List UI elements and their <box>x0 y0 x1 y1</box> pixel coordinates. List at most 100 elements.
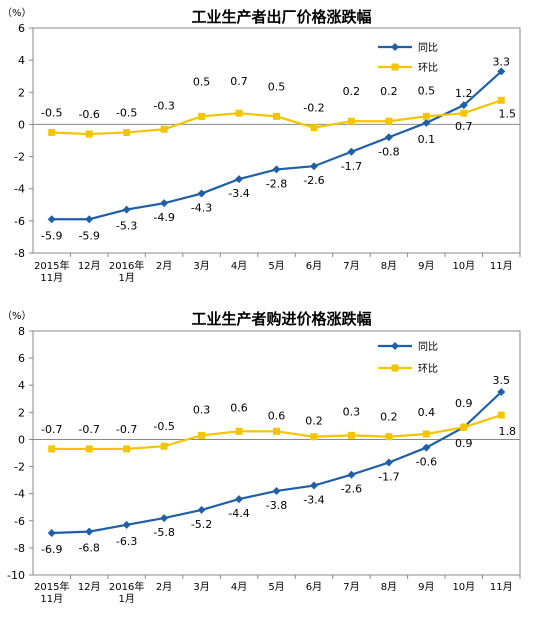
legend-label: 环比 <box>418 363 438 375</box>
data-point <box>459 101 468 110</box>
data-point <box>235 109 243 117</box>
data-label: 0.1 <box>418 133 436 146</box>
data-label: -0.2 <box>303 102 324 115</box>
data-label: -5.3 <box>116 220 137 233</box>
data-point <box>273 112 280 120</box>
x-tick-label: 9月 <box>418 581 434 593</box>
y-tick-label: 0 <box>18 118 25 131</box>
data-point <box>422 112 430 120</box>
y-tick-label: 4 <box>18 54 25 67</box>
data-point <box>310 124 318 132</box>
data-point <box>310 433 318 441</box>
x-tick-label: 2016年 <box>109 580 144 593</box>
y-tick-label: 2 <box>18 406 25 419</box>
data-label: 3.5 <box>493 374 511 387</box>
y-tick-label: -6 <box>14 515 25 528</box>
x-tick-label: 10月 <box>452 581 475 593</box>
legend-marker <box>391 342 399 350</box>
data-point <box>48 128 56 136</box>
data-label: -3.4 <box>303 494 324 507</box>
data-label: -0.7 <box>78 423 99 436</box>
x-tick-label: 2月 <box>156 260 172 272</box>
data-point <box>198 112 206 120</box>
data-label: 0.6 <box>268 409 286 422</box>
y-tick-label: -2 <box>14 151 25 164</box>
y-tick-label: -6 <box>14 215 25 228</box>
data-label: -0.6 <box>78 108 99 121</box>
data-point <box>47 528 56 537</box>
data-label: 0.2 <box>380 85 398 98</box>
y-tick-label: 6 <box>18 352 25 365</box>
data-point <box>85 527 94 536</box>
y-tick-label: 2 <box>18 86 25 99</box>
data-label: -6.3 <box>116 535 137 548</box>
x-tick-label: 5月 <box>268 260 284 272</box>
data-label: -3.8 <box>266 499 287 512</box>
data-label: -5.9 <box>78 229 99 242</box>
x-tick-label: 11月 <box>40 593 63 605</box>
x-tick-label: 11月 <box>490 260 513 272</box>
data-label: -5.9 <box>41 229 62 242</box>
x-tick-label: 5月 <box>268 581 284 593</box>
data-label: -0.7 <box>41 423 62 436</box>
x-tick-label: 2015年 <box>34 259 69 272</box>
legend-label: 同比 <box>418 341 438 353</box>
data-point <box>384 458 393 467</box>
data-label: 3.3 <box>493 55 511 68</box>
data-label: -1.7 <box>341 160 362 173</box>
chart-title: 工业生产者购进价格涨跌幅 <box>191 310 371 328</box>
legend-label: 环比 <box>418 62 438 74</box>
data-label: -0.5 <box>41 106 62 119</box>
data-point <box>497 67 506 76</box>
data-label: -0.5 <box>116 106 137 119</box>
data-point <box>309 162 318 171</box>
data-label: 0.9 <box>455 397 473 410</box>
ppi-input-chart: 工业生产者购进价格涨跌幅（%）-10-8-6-4-2024682015年11月1… <box>2 310 521 605</box>
data-label: -0.5 <box>153 420 174 433</box>
data-point <box>497 411 505 419</box>
x-tick-label: 1月 <box>118 272 134 284</box>
data-point <box>198 431 206 439</box>
x-tick-label: 4月 <box>231 581 247 593</box>
data-point <box>160 199 169 208</box>
chart-title: 工业生产者出厂价格涨跌幅 <box>191 8 371 26</box>
data-label: -4.4 <box>228 507 249 520</box>
legend-marker <box>391 364 399 372</box>
data-label: -0.3 <box>153 99 174 112</box>
data-point <box>235 427 243 435</box>
unit-label: （%） <box>2 310 32 322</box>
data-point <box>197 505 206 514</box>
unit-label: （%） <box>2 7 32 19</box>
y-tick-label: 8 <box>18 325 25 338</box>
data-label: 0.5 <box>193 75 211 88</box>
y-tick-label: -2 <box>14 461 25 474</box>
data-point <box>85 445 93 453</box>
legend-label: 同比 <box>418 42 438 54</box>
x-tick-label: 12月 <box>78 581 101 593</box>
x-tick-label: 3月 <box>193 260 209 272</box>
data-point <box>460 109 468 117</box>
x-tick-label: 2015年 <box>34 580 69 593</box>
x-tick-label: 10月 <box>452 260 475 272</box>
data-point <box>422 118 431 127</box>
data-label: -6.9 <box>41 543 62 556</box>
legend-marker <box>391 63 399 71</box>
data-point <box>347 431 355 439</box>
data-point <box>347 470 356 479</box>
data-point <box>309 481 318 490</box>
data-point <box>123 128 131 136</box>
data-label: -5.2 <box>191 518 212 531</box>
data-label: 0.5 <box>268 80 286 93</box>
data-label: -4.3 <box>191 202 212 215</box>
data-label: 0.3 <box>343 405 361 418</box>
data-point <box>197 189 206 198</box>
data-label: -6.8 <box>78 542 99 555</box>
data-point <box>460 423 468 431</box>
data-point <box>385 117 393 125</box>
x-tick-label: 3月 <box>193 581 209 593</box>
data-point <box>385 433 393 441</box>
y-tick-label: -4 <box>14 488 25 501</box>
data-label: -4.9 <box>153 211 174 224</box>
data-point <box>235 495 244 504</box>
